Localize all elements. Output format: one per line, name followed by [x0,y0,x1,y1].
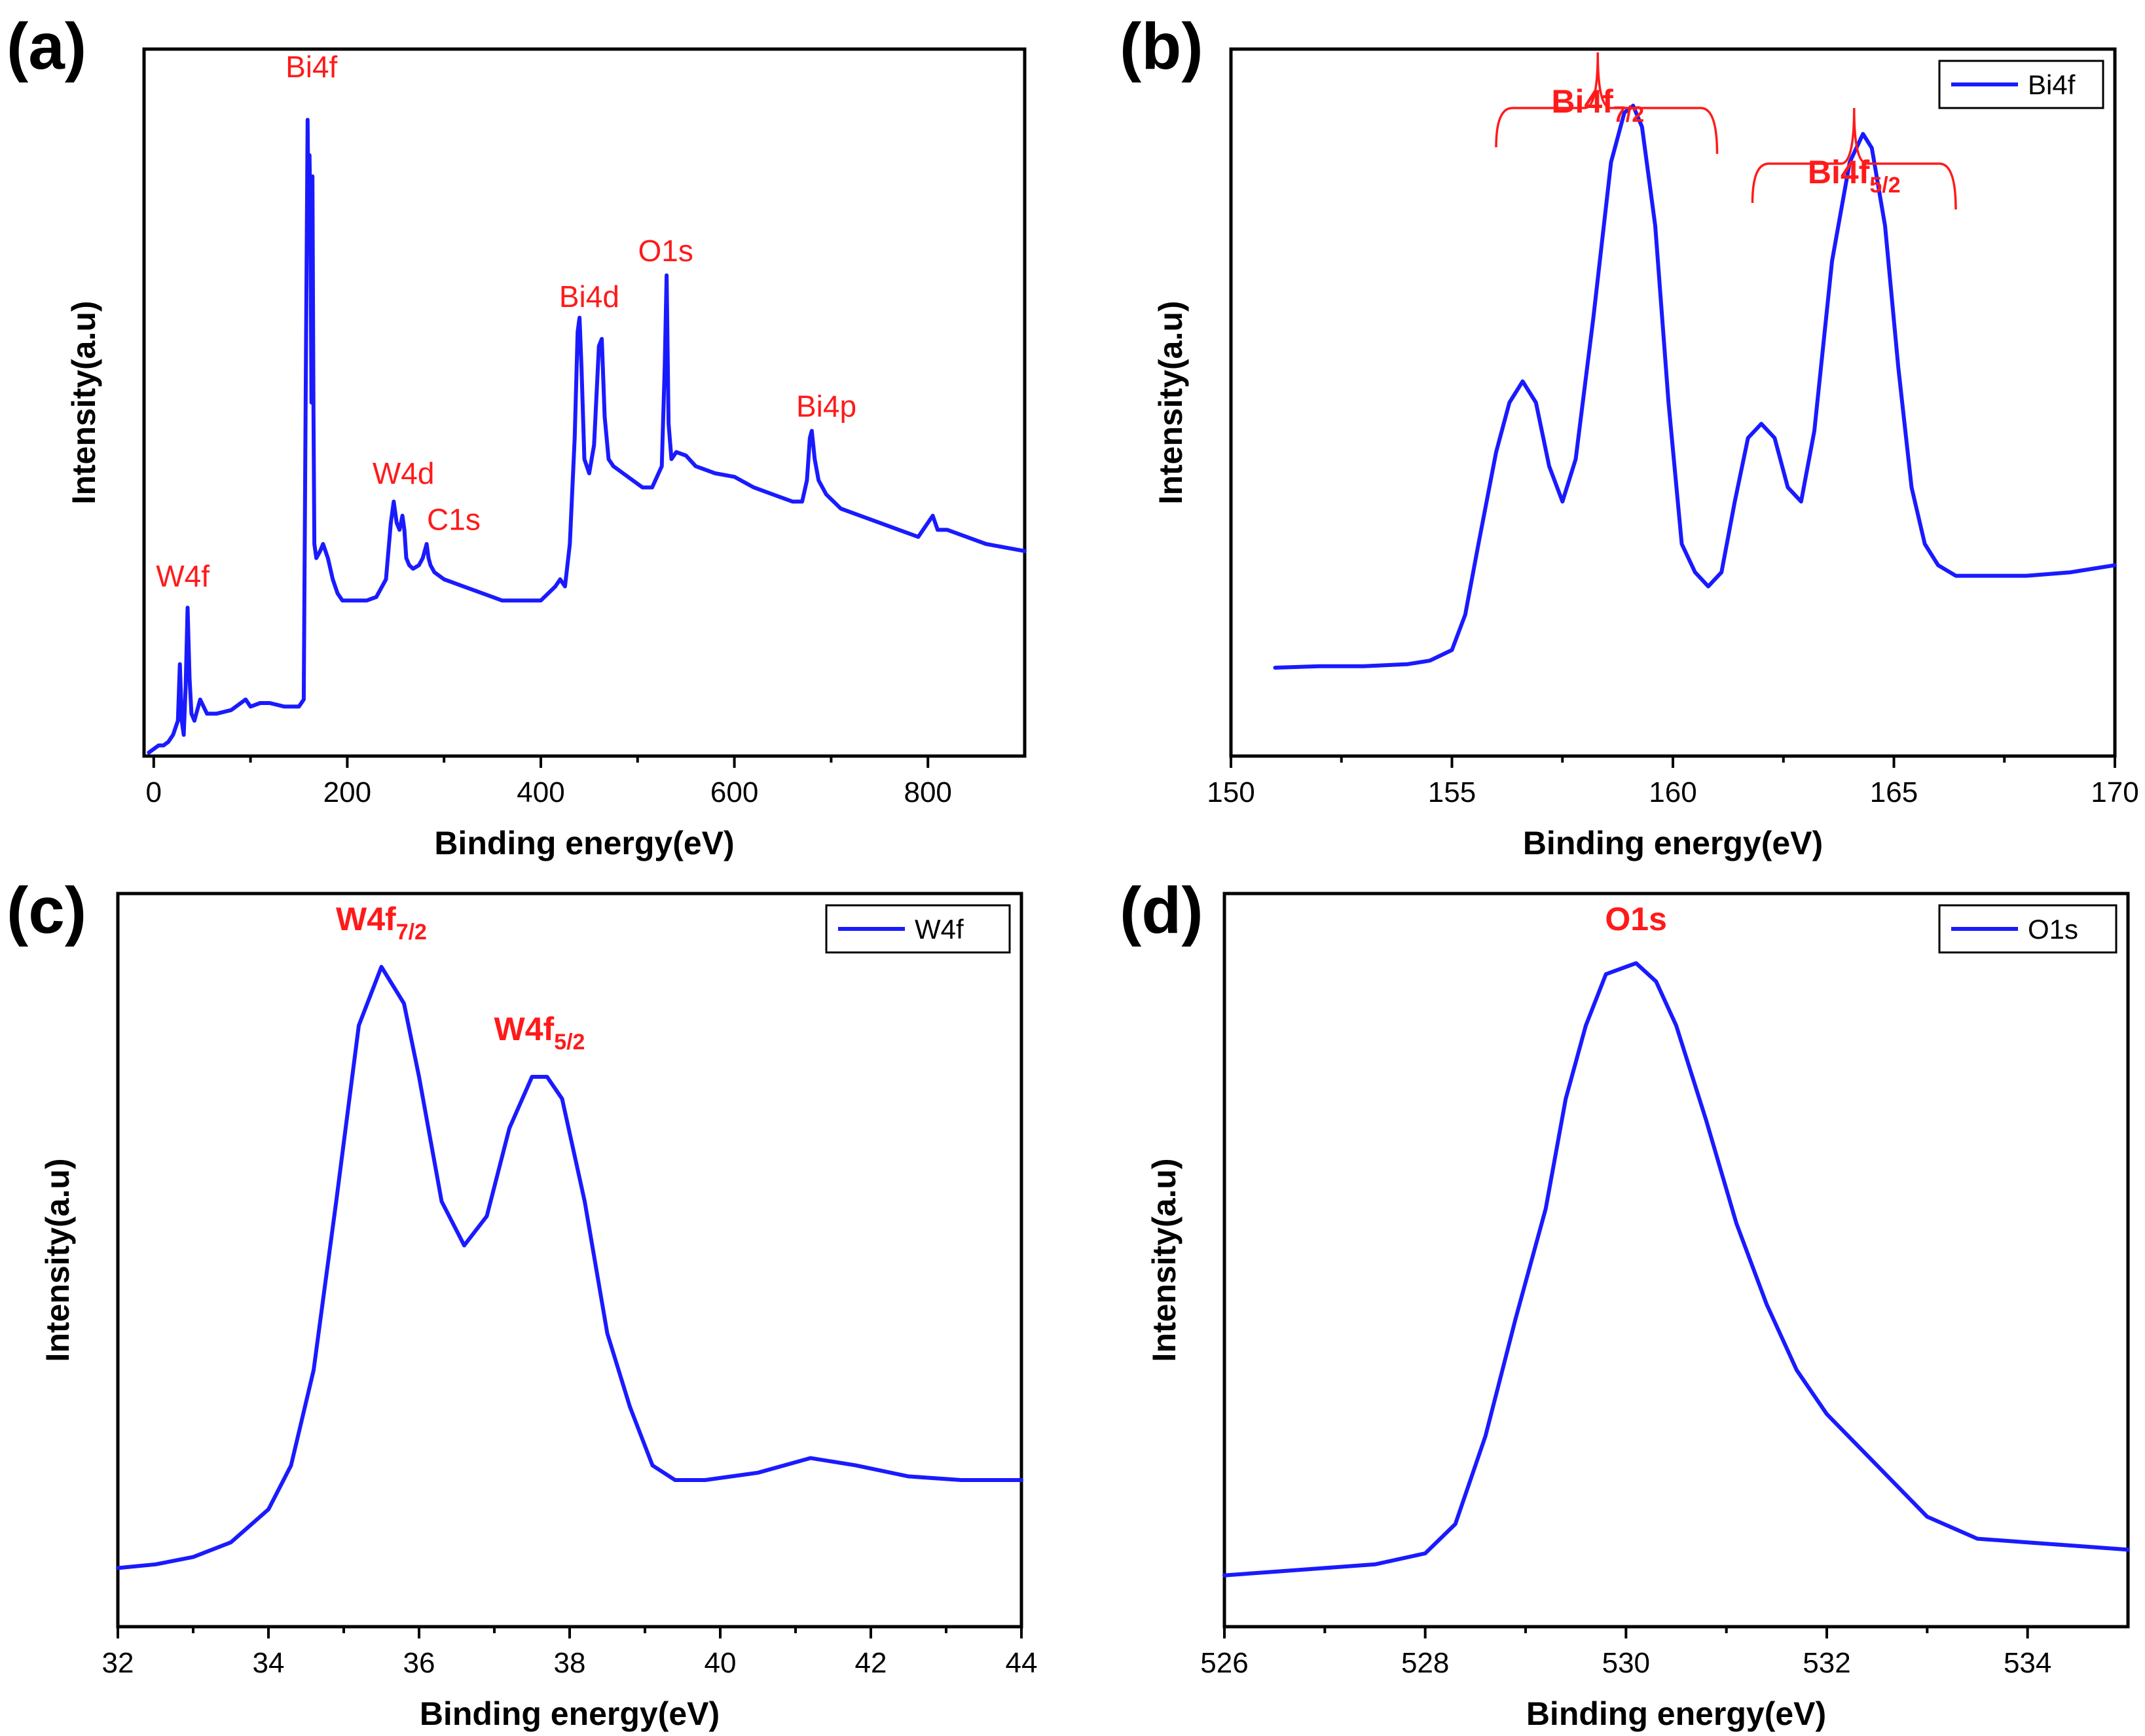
y-axis-title: Intensity(a.u) [65,300,102,504]
panel-letter: (d) [1120,874,1203,947]
x-axis-title: Binding energy(eV) [1523,825,1823,861]
panel-letter: (c) [7,874,86,947]
series-line-survey [147,118,1027,755]
x-axis-title: Binding energy(eV) [1526,1695,1826,1732]
peak-label-main: Bi4d [559,280,619,314]
chart-panel-0: (a) 0 200 400 600 800 Binding energy(eV) Intens… [7,10,1027,861]
x-tick-label: 40 [705,1647,737,1679]
x-tick-label: 200 [323,776,371,808]
x-axis-title: Binding energy(eV) [420,1695,720,1732]
chart-panel-1: (b) 150 155 160 165 170 Binding energy(eV) Inte… [1120,10,2139,861]
peak-label-main: Bi4f [1808,154,1870,190]
peak-label: W4d [373,456,435,490]
peak-label: Bi4f [285,50,337,84]
x-tick-label: 34 [253,1647,285,1679]
peak-label-subscript: 5/2 [554,1030,585,1055]
peak-label-main: W4f [156,559,210,593]
x-tick-label: 155 [1428,776,1476,808]
x-tick-label: 800 [904,776,951,808]
legend-label: O1s [2028,914,2078,945]
y-axis-title: Intensity(a.u) [1152,300,1189,504]
x-axis-title: Binding energy(eV) [434,825,734,861]
series-line-w4f [116,965,1023,1570]
peak-label-subscript: 7/2 [1613,102,1644,127]
x-tick-label: 36 [403,1647,435,1679]
x-tick-label: 526 [1200,1647,1248,1679]
x-tick-label: 170 [2091,776,2138,808]
series-line-bi4f [1273,103,2117,670]
x-tick-label: 32 [102,1647,134,1679]
panel-letter: (b) [1120,10,1203,83]
peak-label-main: O1s [638,234,693,268]
peak-label-subscript: 7/2 [396,920,427,945]
x-tick-label: 150 [1207,776,1255,808]
x-tick-label: 165 [1870,776,1918,808]
x-tick-label: 38 [554,1647,586,1679]
x-tick-label: 160 [1649,776,1696,808]
plot-frame [1222,892,2130,1629]
x-tick-label: 600 [710,776,758,808]
plot-frame [1229,47,2117,758]
peak-bracket [1495,52,1719,154]
peak-label: W4f7/2 [336,901,427,945]
x-tick-label: 44 [1006,1647,1038,1679]
peak-label-main: W4f [494,1011,555,1047]
legend-label: Bi4f [2028,69,2076,100]
x-tick-label: 534 [2004,1647,2051,1679]
plot-frame [116,892,1023,1629]
peak-label: W4f5/2 [494,1011,585,1055]
plot-frame [142,47,1027,758]
peak-label: Bi4f5/2 [1808,154,1901,198]
x-tick-label: 532 [1803,1647,1850,1679]
peak-label-main: C1s [427,502,481,536]
peak-label-main: Bi4p [796,389,856,424]
x-tick-label: 528 [1401,1647,1449,1679]
peak-label: Bi4p [796,389,856,424]
panel-letter: (a) [7,10,86,83]
peak-label-main: Bi4f [285,50,337,84]
x-tick-label: 400 [517,776,564,808]
x-tick-label: 530 [1602,1647,1650,1679]
peak-label: W4f [156,559,210,593]
x-tick-label: 0 [146,776,162,808]
peak-label-main: W4f [336,901,396,937]
peak-label: O1s [1605,901,1667,937]
legend-label: W4f [915,914,964,945]
peak-label-main: W4d [373,456,435,490]
peak-label-main: O1s [1605,901,1667,937]
peak-label-subscript: 5/2 [1869,173,1900,198]
peak-bracket [1751,107,1957,210]
y-axis-title: Intensity(a.u) [39,1158,76,1362]
chart-panel-2: (c) 32 34 36 38 40 42 44 Binding energy(eV) Inten… [7,874,1037,1732]
peak-label: O1s [638,234,693,268]
chart-panel-3: (d) 526 528 530 532 534 Binding energy(eV) Inte… [1120,874,2130,1732]
legend-box [1938,60,2104,109]
peak-label: Bi4d [559,280,619,314]
x-tick-label: 42 [855,1647,887,1679]
y-axis-title: Intensity(a.u) [1146,1158,1182,1362]
peak-label: Bi4f7/2 [1551,83,1644,127]
series-line-o1s [1222,961,2130,1578]
peak-label: C1s [427,502,481,536]
